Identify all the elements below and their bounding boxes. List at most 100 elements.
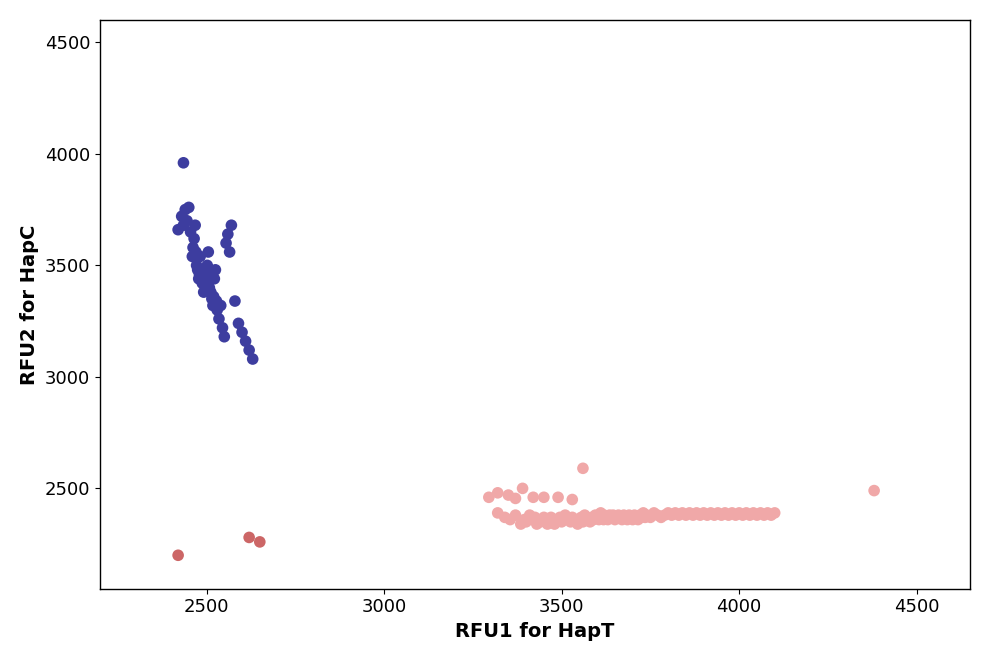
X-axis label: RFU1 for HapT: RFU1 for HapT bbox=[455, 622, 615, 641]
Point bbox=[187, 220, 203, 231]
Point bbox=[541, 514, 557, 525]
Point bbox=[555, 514, 571, 525]
Point bbox=[587, 510, 603, 520]
Point bbox=[245, 354, 261, 365]
Point bbox=[547, 518, 563, 529]
Point bbox=[534, 514, 550, 525]
Point bbox=[756, 510, 772, 520]
Point bbox=[564, 494, 580, 505]
Point bbox=[630, 514, 646, 525]
Point bbox=[616, 510, 632, 520]
Point bbox=[181, 202, 197, 213]
Point bbox=[650, 510, 666, 520]
Point bbox=[671, 510, 687, 520]
Point bbox=[575, 516, 591, 527]
Point bbox=[678, 510, 694, 520]
Point bbox=[625, 514, 641, 525]
Point bbox=[548, 516, 564, 527]
Point bbox=[664, 510, 680, 520]
Point bbox=[538, 516, 554, 527]
Point bbox=[866, 485, 882, 496]
Point bbox=[234, 327, 250, 338]
Point bbox=[199, 274, 215, 284]
Point bbox=[204, 294, 220, 304]
Point bbox=[561, 514, 577, 525]
Point bbox=[206, 274, 222, 284]
Point bbox=[507, 510, 523, 520]
Point bbox=[574, 514, 590, 525]
Point bbox=[602, 510, 618, 520]
Point bbox=[742, 510, 758, 520]
Point bbox=[674, 508, 690, 518]
Point bbox=[516, 514, 532, 525]
Point bbox=[591, 514, 607, 525]
Point bbox=[183, 227, 199, 237]
Point bbox=[593, 508, 609, 518]
Point bbox=[550, 492, 566, 502]
Point bbox=[667, 508, 683, 518]
Point bbox=[637, 512, 653, 522]
Point bbox=[699, 510, 715, 520]
Point bbox=[550, 514, 566, 525]
Point bbox=[536, 512, 552, 522]
Point bbox=[575, 463, 591, 474]
Point bbox=[532, 516, 548, 527]
Point bbox=[706, 510, 722, 520]
Point bbox=[735, 510, 751, 520]
Point bbox=[522, 510, 538, 520]
Point bbox=[619, 514, 635, 525]
Point bbox=[610, 510, 626, 520]
Point bbox=[692, 510, 708, 520]
Point bbox=[525, 492, 541, 502]
Point bbox=[717, 508, 733, 518]
Point bbox=[603, 512, 619, 522]
Point bbox=[681, 508, 697, 518]
Point bbox=[211, 314, 227, 324]
Point bbox=[192, 251, 208, 262]
Point bbox=[490, 488, 506, 498]
Point bbox=[205, 300, 221, 311]
Point bbox=[199, 260, 215, 271]
Point bbox=[689, 508, 705, 518]
Point bbox=[170, 550, 186, 561]
Point bbox=[573, 512, 589, 522]
Point bbox=[605, 510, 621, 520]
Point bbox=[721, 510, 737, 520]
Point bbox=[738, 508, 754, 518]
Point bbox=[626, 510, 642, 520]
Point bbox=[745, 508, 761, 518]
Point bbox=[507, 493, 523, 504]
Point bbox=[580, 514, 596, 525]
Point bbox=[600, 514, 616, 525]
Point bbox=[195, 274, 211, 284]
Point bbox=[564, 512, 580, 522]
Point bbox=[596, 514, 612, 525]
Point bbox=[724, 508, 740, 518]
Point bbox=[653, 512, 669, 522]
Point bbox=[223, 220, 239, 231]
Point bbox=[497, 512, 513, 522]
Point bbox=[513, 518, 529, 529]
Point bbox=[539, 518, 555, 529]
Point bbox=[184, 251, 200, 262]
Point bbox=[206, 291, 222, 302]
Point bbox=[760, 508, 776, 518]
Point bbox=[191, 269, 207, 280]
Point bbox=[710, 508, 726, 518]
Point bbox=[201, 282, 217, 293]
Point bbox=[570, 518, 586, 529]
Point bbox=[222, 247, 238, 258]
Point bbox=[628, 512, 644, 522]
Point bbox=[703, 508, 719, 518]
Point bbox=[194, 278, 210, 288]
Point bbox=[763, 510, 779, 520]
Point bbox=[728, 510, 744, 520]
Point bbox=[660, 508, 676, 518]
Point bbox=[607, 514, 623, 525]
Point bbox=[170, 224, 186, 235]
Point bbox=[685, 510, 701, 520]
Point bbox=[200, 247, 216, 258]
Point bbox=[188, 247, 204, 258]
Point bbox=[208, 296, 224, 306]
Point bbox=[216, 331, 232, 342]
